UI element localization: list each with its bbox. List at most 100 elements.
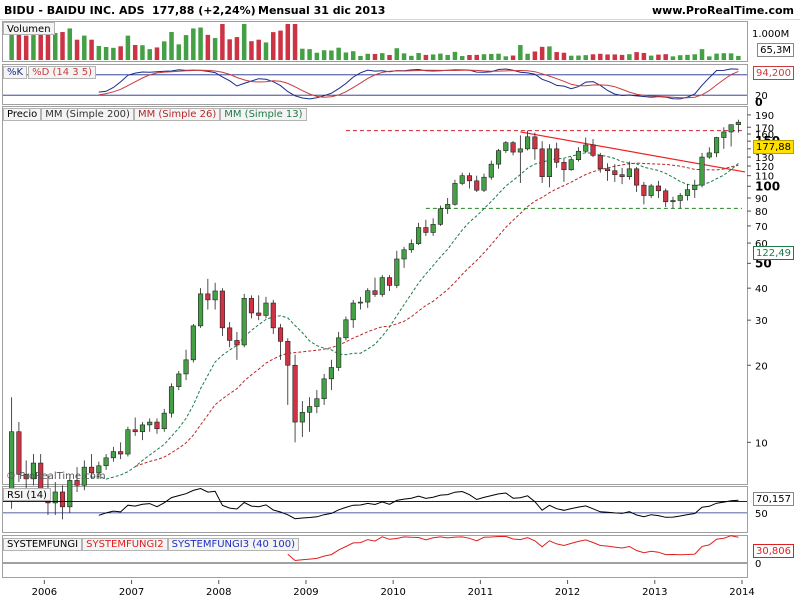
rsi-pane (2, 486, 748, 533)
candle-body (590, 144, 596, 156)
volume-bar (409, 55, 414, 60)
x-tick-label: 2007 (119, 587, 144, 598)
candle-body (103, 457, 109, 467)
volume-bar (205, 34, 211, 60)
volume-bar (547, 46, 552, 60)
candle-body (706, 152, 712, 158)
ticker-name: BIDU - BAIDU INC. ADS (4, 4, 145, 17)
sys-label-group: SYSTEMFUNGI SYSTEMFUNGI2 SYSTEMFUNGI3 (40 … (3, 538, 300, 551)
volume-bar (285, 24, 291, 60)
volume-bar (300, 48, 305, 60)
x-tick-label: 2010 (380, 587, 405, 598)
x-tick-label: 2013 (642, 587, 667, 598)
volume-bar (118, 46, 123, 60)
volume-bar (612, 54, 618, 60)
volume-bar (292, 24, 298, 60)
stoch-d-line (98, 69, 739, 99)
candle-body (321, 378, 327, 400)
volume-bar (568, 55, 574, 60)
volume-bar (183, 35, 189, 60)
volume-bar (263, 42, 269, 60)
volume-bar (627, 54, 632, 60)
volume-bar (423, 54, 429, 60)
volume-bar (96, 45, 102, 60)
candle-body (408, 243, 414, 251)
volume-bar (539, 46, 545, 60)
candle-body (641, 184, 647, 196)
candle-body (430, 224, 436, 233)
sysfungi3-label: SYSTEMFUNGI3 (40 100) (167, 538, 300, 551)
candle-body (23, 474, 29, 480)
candle-body (336, 337, 342, 368)
candle-body (546, 148, 552, 177)
candle-body (568, 159, 574, 171)
x-tick-label: 2006 (32, 587, 57, 598)
candle-body (692, 184, 698, 190)
volume-bar (670, 56, 676, 60)
y-tick-label: 110 (755, 172, 774, 183)
candle-body (619, 174, 625, 177)
volume-bar (677, 55, 683, 60)
volume-bar (430, 54, 436, 60)
volume-bar (52, 32, 58, 60)
volume-bar (169, 32, 174, 60)
volume-bar (598, 53, 603, 60)
volume-bar (699, 49, 705, 60)
candle-body (503, 142, 509, 151)
candle-body (307, 406, 313, 413)
stochastic-layer (3, 68, 747, 100)
candle-body (299, 412, 305, 423)
price-layer (9, 119, 746, 520)
candle-body (714, 137, 720, 154)
candle-body (365, 290, 371, 303)
candle-body (176, 373, 182, 387)
volume-bar (372, 53, 378, 60)
volume-bar (518, 45, 523, 60)
volume-bar (489, 53, 494, 60)
candle-body (81, 466, 87, 486)
candle-body (699, 156, 705, 186)
volume-bar (132, 44, 138, 60)
volume-bar (271, 32, 276, 60)
candle-body (110, 451, 116, 459)
volume-bar (329, 50, 334, 60)
candle-body (125, 429, 131, 455)
volume-bar (394, 48, 400, 60)
volume-bar (358, 55, 363, 60)
volume-bar (590, 54, 596, 60)
x-tick-label: 2009 (293, 587, 318, 598)
y-tick-label: 20 (755, 361, 768, 372)
volume-bar (721, 53, 727, 60)
x-tick-label: 2014 (729, 587, 754, 598)
volume-bar (60, 32, 65, 60)
candle-body (386, 277, 393, 286)
volume-bar (380, 53, 385, 60)
candle-body (510, 142, 516, 153)
ma13-line (91, 152, 739, 480)
volume-bars (9, 24, 741, 60)
candle-body (292, 364, 298, 423)
volume-bar (191, 28, 196, 60)
volume-bar (249, 41, 254, 60)
candle-body (357, 301, 364, 304)
volume-label: Volumen (3, 22, 55, 35)
volume-bar (161, 41, 167, 60)
candle-body (285, 341, 291, 366)
candle-body (583, 144, 589, 152)
candle-body (612, 170, 618, 175)
stoch-tick-label: 0 (755, 96, 763, 109)
candle-body (118, 451, 124, 455)
stoch-label-group: %K %D (14 3 5) (3, 66, 97, 79)
sys-value: 30,806 (753, 544, 794, 558)
volume-bar (220, 24, 225, 60)
y-tick-label: 130 (755, 153, 774, 164)
candle-body (525, 136, 531, 150)
site-link[interactable]: www.ProRealTime.com (651, 4, 794, 17)
volume-bar (241, 24, 247, 60)
volume-bar (31, 34, 36, 60)
candle-body (30, 462, 36, 480)
candle-body (416, 227, 422, 244)
candle-body (350, 302, 356, 321)
candle-body (575, 150, 582, 160)
candle-body (328, 367, 334, 380)
